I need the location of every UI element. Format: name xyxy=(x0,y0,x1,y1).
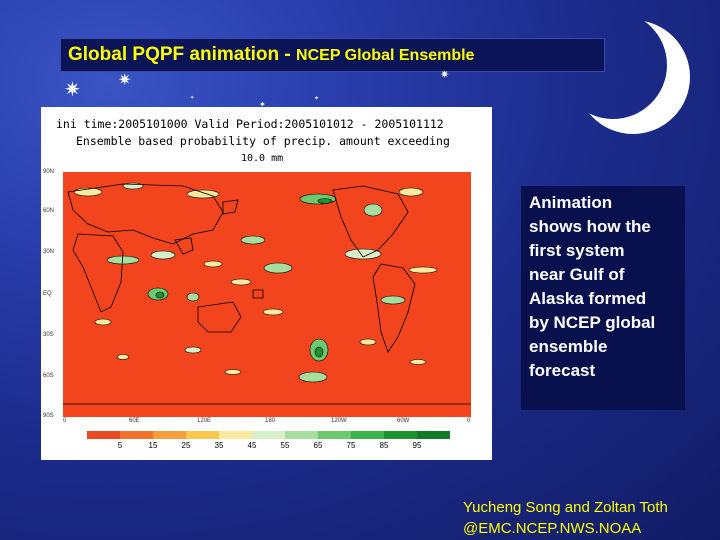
legend-label: 55 xyxy=(280,441,290,450)
slide-title: Global PQPF animation - NCEP Global Ense… xyxy=(60,38,605,72)
precip-patches xyxy=(73,182,438,383)
info-line: Animation xyxy=(529,193,613,212)
title-sub: NCEP Global Ensemble xyxy=(296,47,475,64)
lon-label: 60W xyxy=(397,418,410,424)
star-icon: ✷ xyxy=(64,79,81,101)
legend-swatch xyxy=(351,431,384,439)
lon-label: 60E xyxy=(129,418,140,424)
legend-label: 65 xyxy=(313,441,323,450)
probability-legend-bar xyxy=(87,431,450,439)
lat-label: 30N xyxy=(43,249,55,255)
legend-swatch xyxy=(318,431,351,439)
lat-label: 60N xyxy=(43,208,55,214)
star-icon: ✦ xyxy=(190,95,195,101)
lon-label: 180 xyxy=(265,418,276,424)
info-line: ensemble xyxy=(529,337,608,356)
legend-label: 45 xyxy=(247,441,257,450)
lon-label: 0 xyxy=(63,418,67,424)
lat-label: 90S xyxy=(43,413,54,419)
crescent-moon-icon xyxy=(576,20,690,134)
legend-swatch xyxy=(417,431,450,439)
legend-label: 95 xyxy=(412,441,422,450)
info-line: first system xyxy=(529,241,625,260)
credit-authors: Yucheng Song and Zoltan Toth xyxy=(463,499,668,516)
legend-swatch xyxy=(153,431,186,439)
info-line: Alaska formed xyxy=(529,289,647,308)
legend-labels: 5 15 25 35 45 55 65 75 85 95 xyxy=(87,441,450,453)
info-line: near Gulf of xyxy=(529,265,625,284)
credits: Yucheng Song and Zoltan Toth @EMC.NCEP.N… xyxy=(463,497,668,539)
info-line: by NCEP global xyxy=(529,313,656,332)
lat-label: 60S xyxy=(43,373,54,379)
star-icon: ✷ xyxy=(118,72,132,89)
legend-label: 85 xyxy=(379,441,389,450)
map-header-line1: ini time:2005101000 Valid Period:2005101… xyxy=(56,117,444,131)
lat-label: EQ xyxy=(43,291,52,297)
lat-label: 90N xyxy=(43,169,55,175)
legend-swatch xyxy=(219,431,252,439)
legend-swatch xyxy=(285,431,318,439)
map-header-line3: 10.0 mm xyxy=(241,153,284,164)
legend-label: 15 xyxy=(148,441,158,450)
legend-label: 25 xyxy=(181,441,191,450)
legend-label: 35 xyxy=(214,441,224,450)
lon-label: 0 xyxy=(467,418,471,424)
legend-label: 5 xyxy=(117,441,123,450)
legend-label: 75 xyxy=(346,441,356,450)
star-icon: ✦ xyxy=(314,96,320,102)
map-header-line2: Ensemble based probability of precip. am… xyxy=(76,134,450,148)
legend-swatch xyxy=(87,431,120,439)
credit-affiliation: @EMC.NCEP.NWS.NOAA xyxy=(463,520,642,537)
info-text-box: Animation shows how the first system nea… xyxy=(521,186,685,410)
pqpf-map-image: ini time:2005101000 Valid Period:2005101… xyxy=(41,107,492,460)
legend-swatch xyxy=(252,431,285,439)
legend-swatch xyxy=(186,431,219,439)
star-icon: ✦ xyxy=(259,100,266,109)
lon-label: 120W xyxy=(331,418,347,424)
legend-swatch xyxy=(120,431,153,439)
map-background xyxy=(63,172,471,417)
continent-outlines xyxy=(63,183,471,405)
legend-swatch xyxy=(384,431,417,439)
title-main: Global PQPF animation - xyxy=(68,44,297,65)
star-icon: ✷ xyxy=(440,69,450,81)
probability-map xyxy=(63,172,471,417)
info-line: forecast xyxy=(529,361,596,380)
info-line: shows how the xyxy=(529,217,651,236)
lon-label: 120E xyxy=(197,418,212,424)
lat-label: 30S xyxy=(43,332,54,338)
